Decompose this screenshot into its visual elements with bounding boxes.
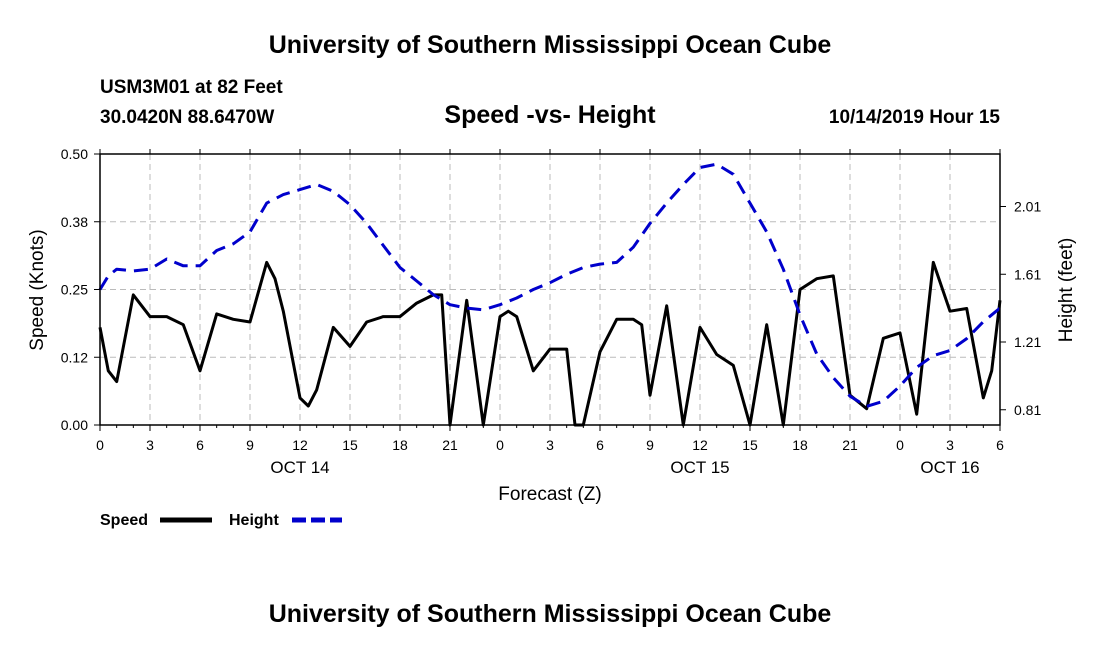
y-tick-label: 0.12 — [61, 349, 88, 365]
y-tick-label: 0.38 — [61, 214, 88, 230]
x-tick-label: 12 — [692, 437, 708, 453]
date-label: OCT 14 — [270, 458, 329, 477]
y-axis-title-left: Speed (Knots) — [27, 229, 48, 350]
x-axis-title: Forecast (Z) — [498, 484, 601, 505]
x-tick-label: 21 — [442, 437, 458, 453]
x-tick-label: 6 — [996, 437, 1004, 453]
x-tick-label: 18 — [392, 437, 408, 453]
coordinates-label: 30.0420N 88.6470W — [100, 107, 275, 128]
chart-subtitle: Speed -vs- Height — [444, 101, 656, 129]
x-tick-label: 15 — [342, 437, 358, 453]
legend-speed-label: Speed — [100, 512, 148, 529]
x-tick-label: 3 — [946, 437, 954, 453]
x-tick-label: 21 — [842, 437, 858, 453]
station-label: USM3M01 at 82 Feet — [100, 77, 283, 98]
axis-layer: 0 3 6 9 12 15 18 21 0 3 6 9 12 15 18 21 0 3 6 OCT 14 OCT 15 O… — [61, 146, 1042, 477]
x-tick-label: 0 — [496, 437, 504, 453]
x-tick-label: 6 — [196, 437, 204, 453]
label-layer: Forecast (Z) Speed (Knots) Height (feet)… — [27, 229, 1077, 529]
y2-tick-label: 2.01 — [1014, 199, 1041, 215]
x-tick-label: 0 — [96, 437, 104, 453]
y-tick-label: 0.25 — [61, 282, 88, 298]
speed-series-line — [98, 260, 1002, 427]
y2-tick-label: 1.21 — [1014, 334, 1041, 350]
y2-tick-label: 0.81 — [1014, 402, 1041, 418]
y-tick-label: 0.00 — [61, 417, 88, 433]
y2-tick-label: 1.61 — [1014, 266, 1041, 282]
legend-height-label: Height — [229, 512, 279, 529]
datetime-label: 10/14/2019 Hour 15 — [828, 107, 1000, 128]
y-axis-title-right: Height (feet) — [1056, 238, 1077, 343]
x-tick-label: 12 — [292, 437, 308, 453]
date-label: OCT 16 — [920, 458, 979, 477]
grid-layer — [100, 154, 1000, 425]
x-tick-label: 3 — [546, 437, 554, 453]
x-tick-label: 9 — [646, 437, 654, 453]
x-tick-label: 3 — [146, 437, 154, 453]
x-tick-label: 0 — [896, 437, 904, 453]
height-series-line — [98, 162, 1001, 408]
x-tick-label: 6 — [596, 437, 604, 453]
x-tick-label: 18 — [792, 437, 808, 453]
x-tick-label: 9 — [246, 437, 254, 453]
top-title: University of Southern Mississippi Ocean… — [268, 31, 832, 59]
series-layer — [98, 162, 1002, 427]
date-label: OCT 15 — [670, 458, 729, 477]
x-tick-label: 15 — [742, 437, 758, 453]
bottom-title: University of Southern Mississippi Ocean… — [268, 600, 832, 628]
y-tick-label: 0.50 — [61, 146, 88, 162]
